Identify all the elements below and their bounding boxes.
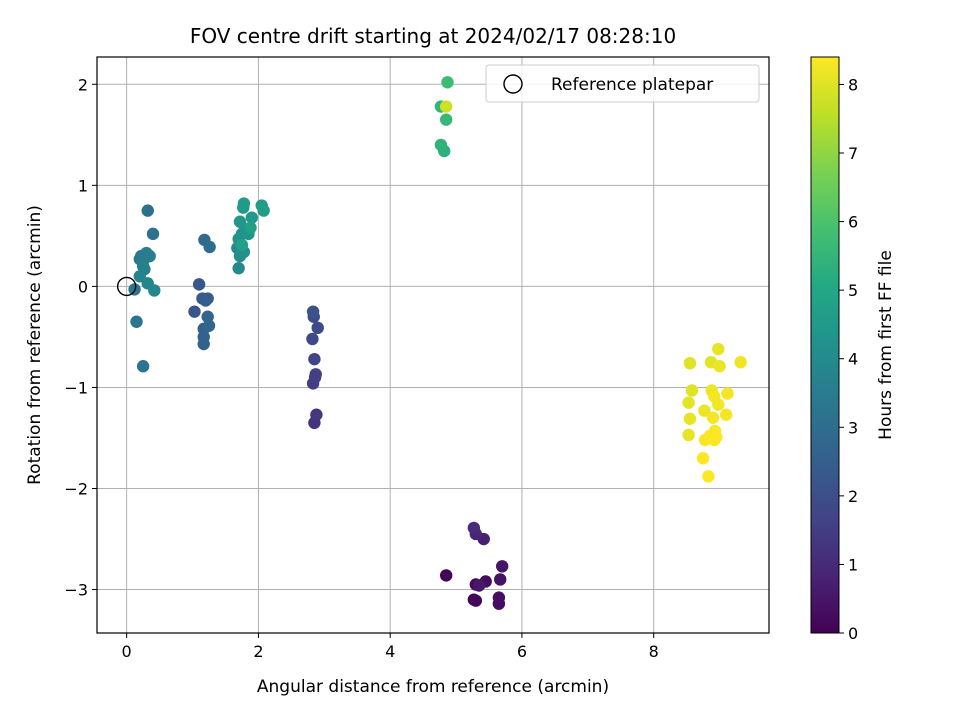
data-point	[244, 221, 257, 234]
y-tick-label: −1	[64, 378, 88, 397]
data-point	[306, 305, 320, 318]
data-point	[201, 292, 214, 305]
data-point	[713, 360, 726, 373]
plot-frame	[96, 56, 770, 634]
colorbar-ticks: 0 1 2 3 4 5 6 7 8	[839, 75, 858, 643]
y-tick-label: 0	[78, 277, 88, 296]
y-tick-label: −3	[64, 581, 88, 600]
data-point	[202, 319, 216, 332]
data-point	[203, 240, 216, 254]
data-point	[439, 569, 453, 582]
data-point	[146, 227, 160, 241]
colorbar-tick-label: 2	[848, 487, 858, 506]
chart-title: FOV centre drift starting at 2024/02/17 …	[190, 24, 676, 48]
data-point	[702, 470, 715, 483]
legend-reference-marker	[503, 74, 523, 94]
data-point	[434, 138, 448, 152]
data-point	[257, 204, 270, 217]
data-point	[683, 356, 697, 370]
data-point	[245, 211, 259, 224]
data-point	[706, 411, 720, 424]
legend: Reference platepar	[485, 64, 760, 103]
data-point	[141, 204, 154, 217]
colorbar-tick-label: 4	[848, 350, 858, 369]
data-point	[232, 262, 245, 275]
data-point	[188, 305, 201, 318]
data-point	[682, 396, 695, 409]
data-point	[192, 278, 206, 291]
data-point	[311, 321, 324, 335]
reference-platepar-marker	[116, 276, 137, 297]
data-point	[201, 310, 214, 323]
x-tick-label: 6	[517, 642, 527, 661]
data-point	[306, 332, 319, 346]
data-point	[308, 352, 321, 366]
x-tick-label: 2	[253, 642, 263, 661]
data-point	[469, 594, 483, 607]
x-tick-label: 8	[649, 642, 659, 661]
data-point	[734, 355, 747, 369]
data-point	[439, 113, 453, 126]
data-point	[710, 430, 723, 444]
data-point	[683, 412, 697, 425]
x-axis-ticks: 0 2 4 6 8	[122, 633, 659, 661]
data-point	[721, 387, 734, 400]
data-point	[696, 451, 710, 465]
grid-lines	[97, 57, 769, 633]
data-point	[467, 521, 481, 535]
x-tick-label: 4	[385, 642, 395, 661]
data-point	[130, 315, 143, 328]
data-point	[133, 270, 147, 283]
y-tick-label: 1	[78, 176, 88, 195]
data-point	[495, 560, 509, 573]
data-point	[492, 591, 506, 604]
data-point	[441, 76, 454, 89]
legend-label-reference: Reference platepar	[551, 75, 713, 95]
data-point	[682, 428, 695, 442]
data-point	[685, 384, 699, 397]
colorbar-tick-label: 7	[848, 144, 858, 163]
data-point	[233, 215, 247, 228]
y-axis-label: Rotation from reference (arcmin)	[25, 205, 45, 485]
data-point	[235, 238, 249, 252]
colorbar-tick-label: 5	[848, 281, 858, 300]
colorbar-tick-label: 1	[848, 555, 858, 574]
colorbar-tick-label: 0	[848, 624, 858, 643]
y-tick-label: −2	[64, 479, 88, 498]
x-axis-label: Angular distance from reference (arcmin)	[257, 677, 609, 697]
data-point	[439, 100, 453, 113]
data-point	[712, 342, 725, 356]
data-points	[116, 76, 747, 610]
colorbar-tick-label: 8	[848, 75, 858, 94]
data-point	[197, 337, 210, 351]
data-point	[494, 573, 507, 586]
y-tick-label: 2	[78, 75, 88, 94]
colorbar-tick-label: 3	[848, 418, 858, 437]
data-point	[698, 433, 712, 447]
colorbar-gradient	[810, 56, 840, 634]
data-point	[310, 408, 323, 421]
data-point	[148, 284, 161, 297]
colorbar-tick-label: 6	[848, 213, 858, 232]
data-point	[308, 371, 322, 384]
data-point	[237, 197, 251, 210]
legend-box	[485, 64, 760, 103]
colorbar: 0 1 2 3 4 5 6 7 8 Hours from first FF file	[810, 56, 896, 643]
data-point	[143, 249, 156, 263]
colorbar-label: Hours from first FF file	[876, 250, 896, 440]
data-point	[136, 360, 150, 373]
x-tick-label: 0	[122, 642, 132, 661]
data-point	[472, 579, 486, 592]
data-point	[712, 398, 725, 411]
data-point	[719, 408, 733, 421]
data-point	[698, 404, 711, 417]
y-axis-ticks: −3 −2 −1 0 1 2	[64, 75, 97, 600]
